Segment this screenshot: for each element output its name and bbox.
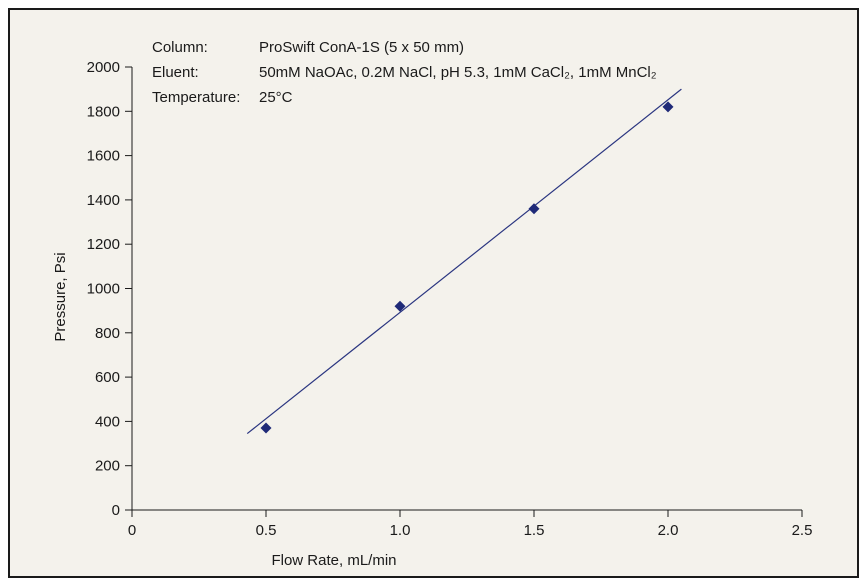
y-tick-label: 2000 bbox=[87, 59, 120, 76]
data-point bbox=[260, 422, 272, 434]
y-axis-title: Pressure, Psi bbox=[52, 252, 69, 341]
x-tick-label: 1.0 bbox=[390, 522, 411, 539]
x-tick-label: 2.0 bbox=[658, 522, 679, 539]
data-point bbox=[662, 101, 674, 113]
info-label-column: Column: bbox=[152, 39, 208, 56]
data-point bbox=[394, 300, 406, 312]
y-tick-label: 1400 bbox=[87, 192, 120, 209]
y-ticks: 0 200 400 600 800 1000 1200 1400 1600 1800 2000 bbox=[87, 59, 132, 519]
data-point bbox=[528, 203, 540, 215]
x-ticks: 0 0.5 1.0 1.5 2.0 2.5 bbox=[128, 510, 813, 539]
y-tick-label: 800 bbox=[95, 325, 120, 342]
chart-info-block: Column: ProSwift ConA-1S (5 x 50 mm) Elu… bbox=[152, 39, 657, 106]
trendline-group bbox=[246, 88, 682, 435]
info-value-temperature: 25°C bbox=[259, 89, 293, 106]
x-tick-label: 2.5 bbox=[792, 522, 813, 539]
info-label-eluent: Eluent: bbox=[152, 64, 199, 81]
x-tick-label: 0 bbox=[128, 522, 136, 539]
y-tick-label: 1800 bbox=[87, 103, 120, 120]
x-axis-title: Flow Rate, mL/min bbox=[271, 552, 396, 569]
data-points bbox=[260, 101, 674, 434]
y-tick-label: 600 bbox=[95, 369, 120, 386]
y-tick-label: 1600 bbox=[87, 148, 120, 165]
info-value-eluent: 50mM NaOAc, 0.2M NaCl, pH 5.3, 1mM CaCl₂… bbox=[259, 64, 657, 81]
x-tick-label: 0.5 bbox=[256, 522, 277, 539]
y-tick-label: 200 bbox=[95, 458, 120, 475]
y-tick-label: 1000 bbox=[87, 281, 120, 298]
y-tick-label: 1200 bbox=[87, 236, 120, 253]
y-tick-label: 400 bbox=[95, 413, 120, 430]
trendline bbox=[246, 88, 682, 435]
y-tick-label: 0 bbox=[112, 502, 120, 519]
axes bbox=[131, 67, 802, 511]
x-tick-label: 1.5 bbox=[524, 522, 545, 539]
info-label-temperature: Temperature: bbox=[152, 89, 240, 106]
info-value-column: ProSwift ConA-1S (5 x 50 mm) bbox=[259, 39, 464, 56]
